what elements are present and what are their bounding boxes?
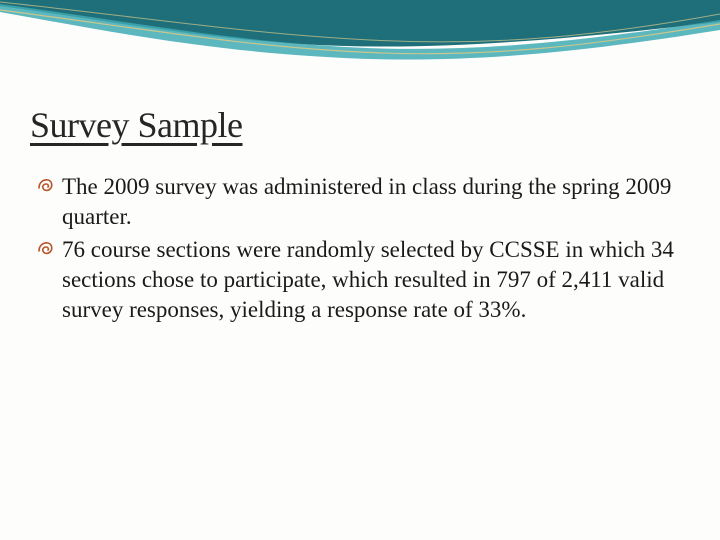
bullet-swirl-icon xyxy=(36,239,56,259)
bullet-item: 76 course sections were randomly selecte… xyxy=(36,235,680,326)
slide: Survey Sample The 2009 survey was admini… xyxy=(0,0,720,540)
bullet-swirl-icon xyxy=(36,176,56,196)
slide-title: Survey Sample xyxy=(30,104,242,146)
bullet-text: 76 course sections were randomly selecte… xyxy=(62,237,674,323)
slide-body: The 2009 survey was administered in clas… xyxy=(36,172,680,328)
bullet-item: The 2009 survey was administered in clas… xyxy=(36,172,680,233)
decorative-swoosh xyxy=(0,0,720,90)
bullet-text: The 2009 survey was administered in clas… xyxy=(62,174,671,229)
